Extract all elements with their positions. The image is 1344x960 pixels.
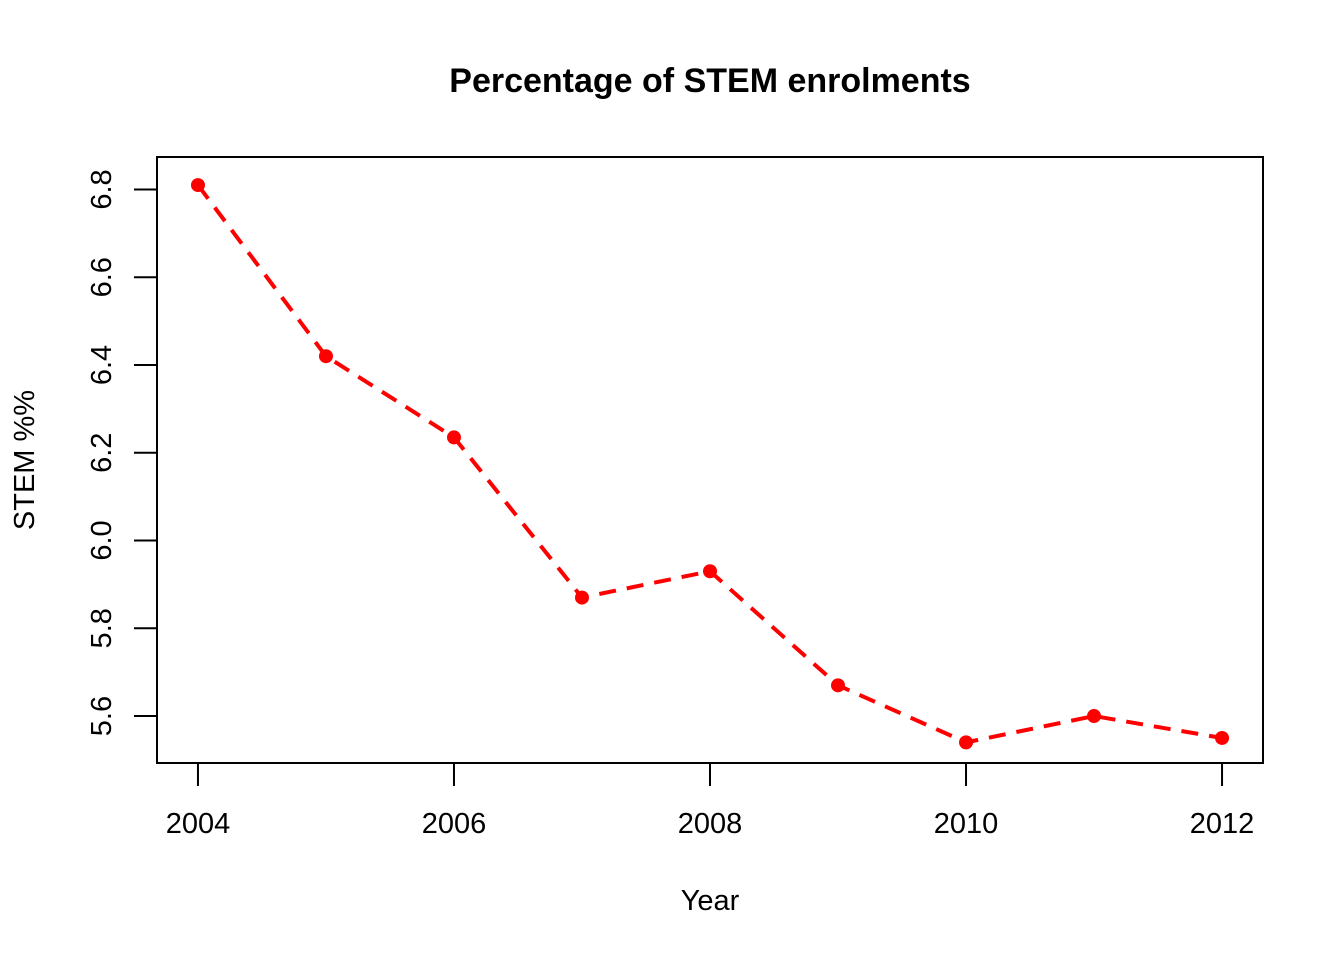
data-point <box>831 678 846 693</box>
x-tick-label: 2010 <box>934 808 999 840</box>
series-layer <box>190 178 1230 750</box>
y-tick-label: 5.8 <box>86 608 118 648</box>
x-tick-label: 2004 <box>166 808 231 840</box>
x-tick-label: 2012 <box>1190 808 1255 840</box>
data-point <box>703 564 717 579</box>
y-tick-label: 6.8 <box>86 169 118 209</box>
data-point <box>574 590 589 605</box>
data-point <box>190 178 205 193</box>
data-point <box>959 735 974 750</box>
x-tick-label: 2008 <box>678 808 743 840</box>
x-axis-label: Year <box>681 885 740 917</box>
y-tick-label: 6.0 <box>86 520 118 560</box>
y-tick-label: 6.6 <box>86 257 118 297</box>
x-tick-label: 2006 <box>422 808 487 840</box>
data-point <box>318 349 333 364</box>
y-axis: 5.6 5.8 6.0 6.2 6.4 6.6 6.8 <box>86 169 158 736</box>
data-point <box>446 430 461 445</box>
y-tick-label: 5.6 <box>86 696 118 736</box>
data-point <box>1215 730 1230 745</box>
plot-frame <box>156 156 1264 764</box>
data-point <box>1087 709 1102 724</box>
y-tick-label: 6.2 <box>86 433 118 473</box>
series-line <box>196 183 1223 745</box>
chart-title: Percentage of STEM enrolments <box>449 62 970 100</box>
x-axis: 2004 2006 2008 2010 2012 <box>166 762 1255 840</box>
y-tick-label: 6.4 <box>86 345 118 385</box>
y-axis-label: STEM %% <box>9 390 41 530</box>
